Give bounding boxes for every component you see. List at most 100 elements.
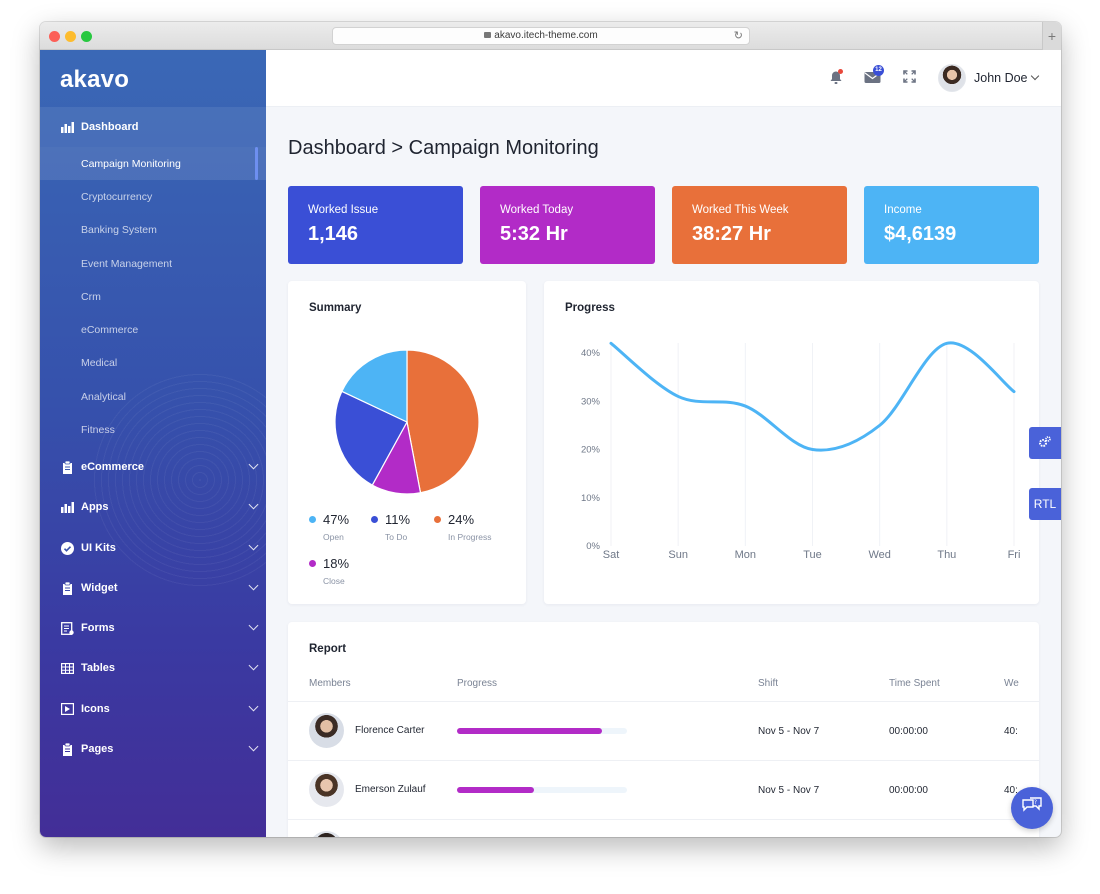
sidebar-subitem-crm[interactable]: Crm — [40, 280, 266, 313]
table-row[interactable] — [288, 819, 1039, 837]
fullscreen-icon[interactable] — [903, 70, 919, 86]
gear-icon — [1038, 435, 1052, 452]
progress-card: Progress Sat Sun Mon Tue Wed Thu Fri 0% 10% 20% 30… — [544, 281, 1039, 604]
notification-dot — [838, 69, 843, 74]
column-header-time-spent: Time Spent — [889, 678, 940, 689]
decorative-pattern — [90, 370, 266, 590]
sidebar-subitem-label: Event Management — [81, 257, 173, 270]
sidebar-item-icons[interactable]: Icons — [40, 692, 266, 726]
sidebar-dashboard-highlight — [40, 107, 266, 147]
sidebar-subitem-fitness[interactable]: Fitness — [40, 413, 266, 446]
svg-text:?: ? — [1034, 799, 1037, 806]
table-row[interactable]: Florence Carter Nov 5 - Nov 7 00:00:00 4… — [288, 701, 1039, 760]
stat-label: Worked Issue — [308, 204, 379, 216]
sidebar-subitem-label: Medical — [81, 356, 118, 369]
report-card: Report Members Progress Shift Time Spent… — [288, 622, 1039, 837]
sidebar-item-widget[interactable]: Widget — [40, 571, 266, 605]
time-spent-cell: 00:00:00 — [889, 785, 928, 796]
y-tick-label: 30% — [581, 396, 601, 407]
sidebar-item-dashboard[interactable]: Dashboard — [40, 110, 266, 144]
stat-card-income[interactable]: Income $4,6139 — [864, 186, 1039, 264]
x-tick-label: Thu — [937, 549, 956, 561]
member-avatar — [309, 831, 344, 837]
top-header: 12 John Doe — [266, 50, 1061, 107]
minimize-window-button[interactable] — [65, 31, 76, 42]
legend-dot — [371, 516, 378, 523]
logo[interactable]: akavo — [60, 66, 130, 93]
summary-card: Summary 47% Open 11% To Do 24% In Progre… — [288, 281, 526, 604]
notification-bell-icon[interactable] — [829, 69, 845, 86]
we-cell: 40: — [1004, 726, 1018, 737]
sidebar-item-label: Apps — [81, 501, 109, 513]
legend-dot — [434, 516, 441, 523]
stat-value: 1,146 — [308, 223, 359, 245]
report-title: Report — [309, 643, 347, 655]
sidebar-subitem-label: Analytical — [81, 390, 126, 403]
sidebar-item-label: Widget — [81, 582, 118, 594]
progress-line-chart: Sat Sun Mon Tue Wed Thu Fri 0% 10% 20% 30% 40% — [581, 341, 1020, 561]
sidebar-subitem-label: Banking System — [81, 223, 157, 236]
sidebar-subitem-cryptocurrency[interactable]: Cryptocurrency — [40, 180, 266, 213]
table-row[interactable]: Emerson Zulauf Nov 5 - Nov 7 00:00:00 40… — [288, 760, 1039, 819]
sidebar-item-apps[interactable]: Apps — [40, 490, 266, 524]
y-tick-label: 40% — [581, 348, 601, 359]
sidebar-subitem-analytical[interactable]: Analytical — [40, 380, 266, 413]
x-tick-label: Wed — [868, 549, 890, 561]
sidebar-subitem-campaign-monitoring[interactable]: Campaign Monitoring — [40, 147, 266, 180]
sidebar-item-pages[interactable]: Pages — [40, 732, 266, 766]
sidebar-item-tables[interactable]: Tables — [40, 651, 266, 685]
stat-label: Worked This Week — [692, 204, 789, 216]
help-chat-button[interactable]: ? — [1011, 787, 1053, 829]
stat-value: 38:27 Hr — [692, 223, 771, 245]
chevron-down-icon — [248, 701, 259, 712]
chevron-down-icon — [248, 499, 259, 510]
url-text: akavo.itech-theme.com — [494, 30, 598, 41]
lock-icon — [484, 32, 492, 38]
address-bar[interactable]: akavo.itech-theme.com ↻ — [332, 27, 750, 45]
pie-slice-open[interactable] — [341, 349, 408, 423]
progress-bar-fill — [457, 787, 534, 793]
close-window-button[interactable] — [49, 31, 60, 42]
sidebar-item-forms[interactable]: Forms — [40, 611, 266, 645]
member-name: Emerson Zulauf — [355, 784, 426, 795]
sidebar-item-label: UI Kits — [81, 542, 116, 554]
sidebar-item-label: Forms — [81, 622, 115, 634]
zoom-window-button[interactable] — [81, 31, 92, 42]
stat-card-worked-this-week[interactable]: Worked This Week 38:27 Hr — [672, 186, 847, 264]
legend-name: Open — [323, 532, 344, 542]
pie-slice-in-progress[interactable] — [406, 349, 480, 494]
sidebar-item-ecommerce[interactable]: eCommerce — [40, 450, 266, 484]
sidebar-subitem-event-management[interactable]: Event Management — [40, 247, 266, 280]
x-tick-label: Sun — [668, 549, 688, 561]
progress-series-line[interactable] — [609, 341, 1016, 452]
sidebar-subitem-label: eCommerce — [81, 323, 139, 336]
user-name[interactable]: John Doe — [974, 71, 1028, 85]
member-avatar — [309, 772, 344, 807]
new-tab-button[interactable]: + — [1042, 22, 1061, 50]
sidebar-item-ui-kits[interactable]: UI Kits — [40, 531, 266, 565]
chevron-down-icon — [248, 459, 259, 470]
clipboard-icon — [61, 581, 74, 595]
y-tick-label: 20% — [581, 445, 601, 456]
user-avatar[interactable] — [938, 64, 966, 92]
column-header-we: We — [1004, 678, 1019, 689]
sidebar-subitem-ecommerce[interactable]: eCommerce — [40, 313, 266, 346]
member-name: Florence Carter — [355, 725, 425, 736]
chevron-down-icon[interactable] — [1030, 71, 1040, 81]
stat-card-worked-issue[interactable]: Worked Issue 1,146 — [288, 186, 463, 264]
sidebar-item-label: Tables — [81, 662, 116, 674]
settings-gear-button[interactable] — [1029, 427, 1061, 459]
sidebar-item-label: Dashboard — [81, 121, 139, 133]
stat-card-worked-today[interactable]: Worked Today 5:32 Hr — [480, 186, 655, 264]
shift-cell: Nov 5 - Nov 7 — [758, 726, 820, 737]
stat-label: Worked Today — [500, 204, 574, 216]
reload-icon[interactable]: ↻ — [733, 30, 743, 42]
progress-bar-fill — [457, 728, 602, 734]
pie-slice-to-do[interactable] — [334, 390, 408, 486]
chevron-down-icon — [248, 540, 259, 551]
rtl-toggle-button[interactable]: RTL — [1029, 488, 1061, 520]
sidebar-subitem-medical[interactable]: Medical — [40, 346, 266, 379]
sidebar-subitem-banking-system[interactable]: Banking System — [40, 213, 266, 246]
sidebar-subitem-label: Fitness — [81, 423, 115, 436]
mail-icon[interactable]: 12 — [864, 65, 884, 86]
